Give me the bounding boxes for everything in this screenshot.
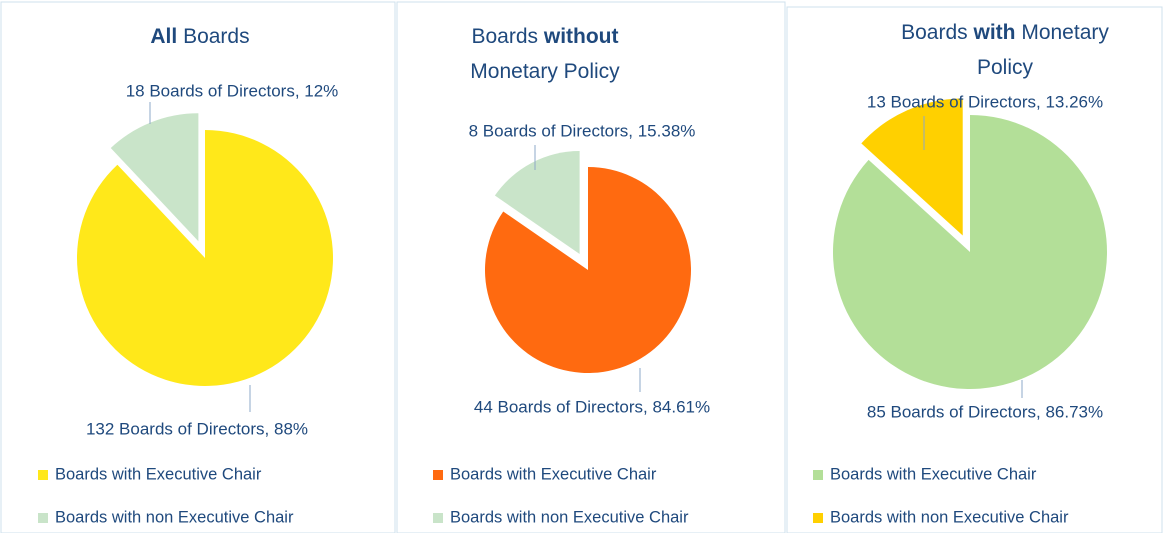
panel-border <box>396 1 786 533</box>
title-part: Monetary <box>1016 21 1110 44</box>
legend-label: Boards with Executive Chair <box>450 465 657 483</box>
pie-slice <box>861 98 963 236</box>
data-label: 44 Boards of Directors, 84.61% <box>474 397 710 416</box>
legend-label: Boards with non Executive Chair <box>450 508 689 526</box>
data-label: 132 Boards of Directors, 88% <box>86 419 308 438</box>
legend-swatch <box>813 470 823 480</box>
panel-border <box>0 1 396 533</box>
pie-slice <box>833 115 1107 389</box>
title-part: Boards <box>471 25 543 48</box>
legend-swatch <box>38 470 48 480</box>
title-part: Monetary Policy <box>470 60 620 83</box>
data-label: 13 Boards of Directors, 13.26% <box>867 92 1103 111</box>
legend-swatch <box>433 513 443 523</box>
title-part: with <box>973 21 1016 44</box>
legend-label: Boards with Executive Chair <box>55 465 262 483</box>
panel-border <box>786 6 1163 533</box>
chart-title: Boards with Monetary <box>901 21 1109 44</box>
chart-title: All Boards <box>150 25 249 48</box>
legend-label: Boards with non Executive Chair <box>830 508 1069 526</box>
title-part: Policy <box>977 56 1034 79</box>
chart-title: Boards without <box>471 25 618 48</box>
pie-slice <box>494 151 580 255</box>
pie-slice <box>485 167 691 374</box>
pie-slice <box>77 130 333 387</box>
chart-title: Policy <box>977 56 1034 79</box>
data-label: 85 Boards of Directors, 86.73% <box>867 402 1103 421</box>
pie-slice <box>110 113 199 242</box>
data-label: 8 Boards of Directors, 15.38% <box>469 121 696 140</box>
chart-title: Monetary Policy <box>470 60 620 83</box>
legend-swatch <box>433 470 443 480</box>
legend-swatch <box>38 513 48 523</box>
legend-swatch <box>813 513 823 523</box>
title-part: Boards <box>901 21 973 44</box>
title-part: without <box>543 25 619 48</box>
title-part: All <box>150 25 177 48</box>
data-label: 18 Boards of Directors, 12% <box>126 81 339 100</box>
title-part: Boards <box>177 25 249 48</box>
legend-label: Boards with non Executive Chair <box>55 508 294 526</box>
legend-label: Boards with Executive Chair <box>830 465 1037 483</box>
